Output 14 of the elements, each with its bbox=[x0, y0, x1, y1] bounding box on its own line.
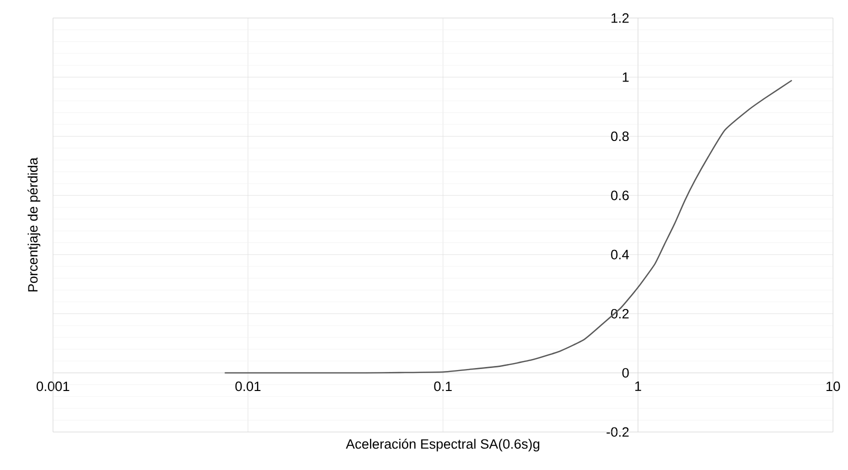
x-tick-label: 0.001 bbox=[36, 382, 70, 392]
y-tick-label: -0.2 bbox=[606, 427, 629, 437]
y-tick-label: 0.8 bbox=[611, 132, 629, 142]
y-tick-label: 1 bbox=[622, 72, 629, 82]
x-axis-title: Aceleración Espectral SA(0.6s)g bbox=[346, 438, 540, 452]
x-tick-label: 10 bbox=[826, 382, 840, 392]
x-tick-label: 0.1 bbox=[434, 382, 452, 392]
y-tick-label: 0 bbox=[622, 368, 629, 378]
y-tick-label: 1.2 bbox=[612, 13, 629, 23]
y-tick-label: 0.4 bbox=[611, 250, 629, 260]
y-tick-label: 0.6 bbox=[611, 190, 629, 200]
y-axis-title: Porcentjaje de pérdida bbox=[28, 157, 40, 292]
x-tick-label: 1 bbox=[635, 382, 642, 391]
x-tick-label: 0.01 bbox=[235, 382, 260, 392]
